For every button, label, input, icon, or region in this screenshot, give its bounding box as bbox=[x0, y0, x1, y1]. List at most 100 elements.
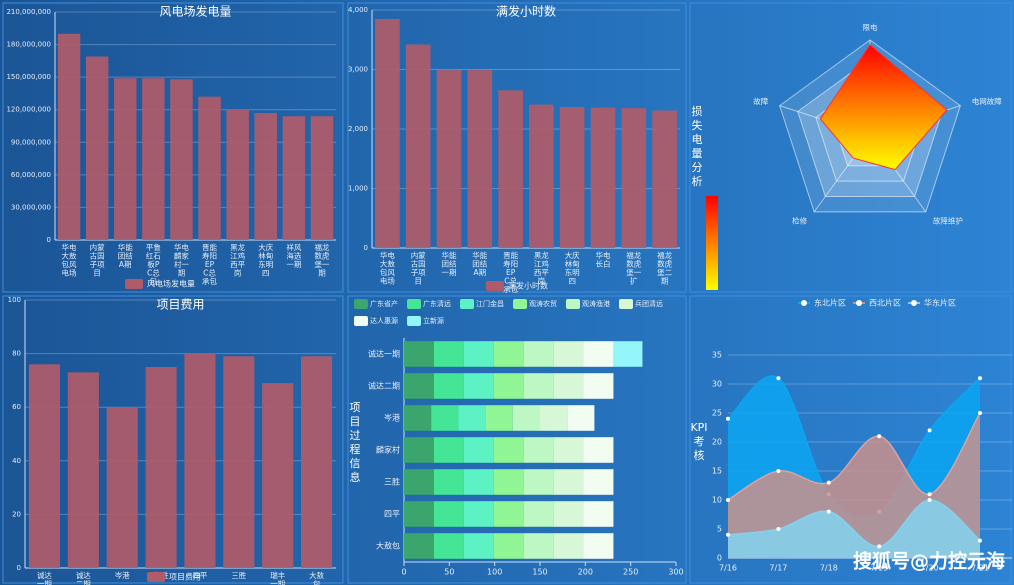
x-tick-label: 50 bbox=[444, 568, 454, 577]
y-tick-label: 15 bbox=[712, 467, 722, 476]
bar-segment bbox=[485, 405, 513, 431]
bar-segment bbox=[523, 437, 554, 463]
y-tick-label: 180,000,000 bbox=[6, 41, 51, 49]
bar bbox=[145, 367, 177, 568]
bar bbox=[301, 356, 333, 568]
bar-segment bbox=[433, 533, 464, 559]
bar-segment bbox=[583, 533, 614, 559]
bar-segment bbox=[493, 437, 524, 463]
radar-label: 电网故障 bbox=[972, 96, 1002, 106]
point bbox=[826, 480, 831, 485]
bar-segment bbox=[431, 405, 459, 431]
y-tick-label: 0 bbox=[17, 564, 21, 572]
bar-segment bbox=[523, 341, 554, 367]
y-tick-label: 三胜 bbox=[384, 477, 400, 487]
legend-label: 广东省产 bbox=[370, 299, 398, 308]
bar bbox=[262, 383, 294, 568]
area bbox=[728, 499, 980, 558]
point bbox=[978, 376, 982, 381]
bar bbox=[310, 116, 334, 240]
bar-segment bbox=[404, 341, 434, 367]
legend-label: 西北片区 bbox=[869, 298, 901, 308]
x-tick-label: 晋能寿阳 EP C总承包 bbox=[202, 242, 217, 286]
x-tick-label: 诚达一期 bbox=[37, 570, 52, 585]
bar-segment bbox=[433, 501, 464, 527]
bar-segment bbox=[404, 469, 434, 495]
bar-segment bbox=[540, 405, 568, 431]
y-tick-label: 0 bbox=[717, 554, 722, 563]
panel bbox=[2, 2, 344, 293]
bar bbox=[226, 109, 249, 240]
y-tick-label: 25 bbox=[712, 409, 722, 418]
side-title: KPI 考核 bbox=[690, 421, 707, 462]
point bbox=[877, 434, 882, 439]
bar-segment bbox=[523, 373, 554, 399]
radar-label: 限电 bbox=[863, 22, 878, 32]
bar-segment bbox=[553, 501, 584, 527]
bar-segment bbox=[523, 533, 554, 559]
bar-segment bbox=[404, 501, 434, 527]
legend-label: 观涛农贸 bbox=[529, 299, 557, 308]
y-tick-label: 40 bbox=[12, 457, 21, 465]
bar-segment bbox=[583, 373, 614, 399]
y-tick-label: 120,000,000 bbox=[6, 106, 51, 114]
y-tick-label: 100 bbox=[8, 296, 21, 304]
bar bbox=[57, 33, 81, 240]
side-title: 项目过程信息 bbox=[350, 401, 361, 484]
legend-swatch bbox=[407, 299, 421, 309]
x-tick-label: 瑞丰一期 bbox=[270, 570, 285, 585]
bar-segment bbox=[553, 373, 584, 399]
legend-label: 兵团清远 bbox=[635, 299, 663, 308]
bar-segment bbox=[493, 341, 524, 367]
x-tick-label: 华电大敖包风电场 bbox=[62, 242, 77, 278]
legend-dot bbox=[801, 300, 807, 306]
bar-segment bbox=[583, 341, 614, 367]
y-tick-label: 3,000 bbox=[348, 66, 368, 74]
x-tick-label: 三胜 bbox=[231, 570, 246, 580]
panel bbox=[689, 295, 1012, 584]
x-tick-label: 0 bbox=[401, 568, 406, 577]
bar bbox=[114, 78, 137, 240]
legend-swatch bbox=[460, 299, 474, 309]
bar bbox=[254, 112, 277, 240]
bar bbox=[467, 70, 493, 248]
legend-swatch bbox=[486, 281, 504, 291]
bar-segment bbox=[463, 341, 494, 367]
x-tick-label: 100 bbox=[487, 568, 502, 577]
y-tick-label: 90,000,000 bbox=[11, 138, 51, 146]
point bbox=[726, 416, 730, 421]
bar bbox=[498, 90, 523, 248]
x-tick-label: 7/17 bbox=[769, 564, 787, 573]
bar-segment bbox=[463, 533, 494, 559]
x-tick-label: 黑龙江鸡西平岗 bbox=[230, 242, 245, 278]
y-tick-label: 30 bbox=[712, 380, 722, 389]
bar-segment bbox=[583, 501, 614, 527]
watermark: 搜狐号@力控元海 bbox=[853, 550, 1005, 573]
x-tick-label: 大庆林甸东明四 bbox=[258, 242, 273, 278]
legend-dot bbox=[911, 300, 917, 306]
x-tick-label: 福龙数虎堡一扩 bbox=[626, 250, 641, 286]
x-tick-label: 华电长白 bbox=[596, 250, 611, 269]
x-tick-label: 大庆林甸东明四 bbox=[565, 250, 580, 286]
y-tick-label: 60,000,000 bbox=[11, 171, 51, 179]
bar-segment bbox=[463, 501, 494, 527]
x-tick-label: 福龙数虎堡二期 bbox=[657, 250, 672, 286]
x-tick-label: 250 bbox=[623, 568, 638, 577]
y-tick-label: 0 bbox=[47, 236, 51, 244]
x-tick-label: 华能团结一期 bbox=[442, 250, 457, 277]
x-tick-label: 诚达二期 bbox=[76, 570, 91, 585]
bar-segment bbox=[512, 405, 540, 431]
bar bbox=[28, 364, 60, 568]
legend-swatch bbox=[354, 316, 368, 326]
point bbox=[978, 411, 982, 415]
y-tick-label: 60 bbox=[12, 403, 21, 411]
y-tick-label: 35 bbox=[712, 351, 722, 360]
legend-swatch bbox=[125, 279, 143, 289]
legend-label: 广东清远 bbox=[423, 299, 451, 308]
y-tick-label: 诚达二期 bbox=[368, 381, 400, 391]
panel bbox=[689, 2, 1012, 293]
point bbox=[978, 538, 982, 543]
radar-label: 故障维护 bbox=[933, 216, 963, 226]
